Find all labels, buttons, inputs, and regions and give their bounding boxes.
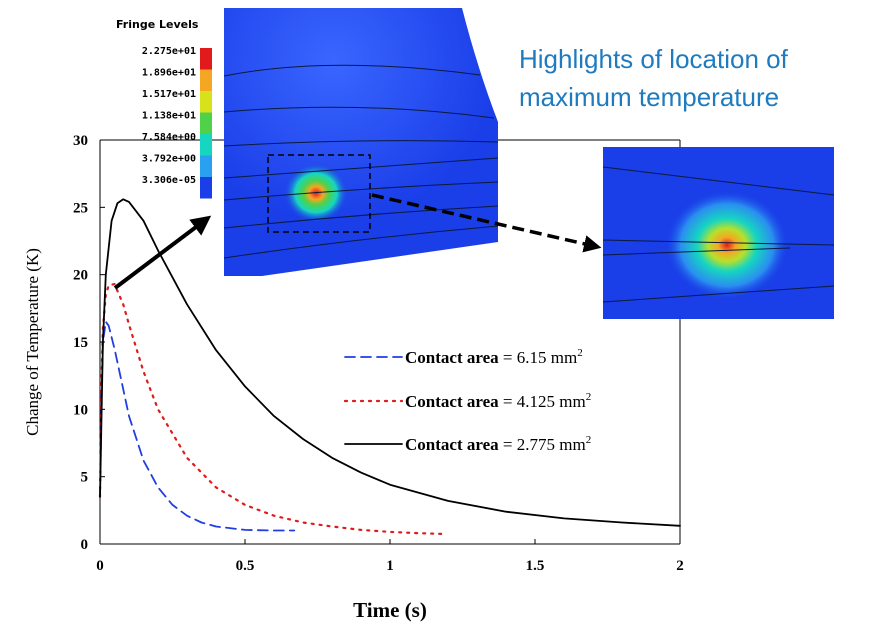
fringe-swatch — [200, 134, 212, 156]
y-tick-label: 15 — [73, 335, 88, 351]
y-tick-label: 20 — [73, 268, 88, 284]
legend-label-bold: Contact area — [405, 392, 499, 411]
x-tick-label: 1.5 — [526, 558, 545, 574]
legend-label-3: Contact area = 2.775 mm2 — [405, 434, 591, 454]
legend-label-bold: Contact area — [405, 348, 499, 367]
fringe-swatch — [200, 177, 212, 199]
legend-label-2: Contact area = 4.125 mm2 — [405, 391, 591, 411]
fringe-swatch — [200, 112, 212, 134]
zoom-arrow — [371, 193, 602, 253]
legend-label-sup: 2 — [577, 347, 583, 359]
fringe-legend: Fringe Levels 2.275e+01 1.896e+01 1.517e+0… — [116, 18, 212, 199]
x-axis-title: Time (s) — [353, 598, 427, 622]
legend-label-1: Contact area = 6.15 mm2 — [405, 347, 583, 367]
legend-label-sup: 2 — [586, 391, 592, 403]
y-tick-label: 0 — [81, 537, 89, 553]
contour-tooth-body — [224, 8, 498, 276]
y-axis-title: Change of Temperature (K) — [23, 248, 42, 436]
zoomed-mesh-lines — [602, 166, 835, 303]
legend-label-value: = 6.15 mm — [499, 348, 578, 367]
fringe-labels: 2.275e+01 1.896e+01 1.517e+01 1.138e+01 7.58… — [142, 46, 196, 186]
legend-label-value: = 4.125 mm — [499, 392, 586, 411]
legend-label-sup: 2 — [586, 434, 592, 446]
fringe-swatch — [200, 69, 212, 91]
fringe-swatch — [200, 91, 212, 113]
fringe-title: Fringe Levels — [116, 18, 199, 31]
y-tick-label: 25 — [73, 200, 88, 216]
x-tick-label: 0 — [96, 558, 104, 574]
legend-label-value: = 2.775 mm — [499, 435, 586, 454]
annotation-line-1: Highlights of location of — [519, 44, 789, 74]
fringe-level-label: 2.275e+01 — [142, 46, 196, 57]
fringe-level-label: 1.517e+01 — [142, 89, 196, 100]
zoomed-contour-image — [602, 147, 835, 319]
contour-plot-image — [223, 8, 499, 276]
fringe-level-label: 1.896e+01 — [142, 68, 196, 79]
series-line-1 — [99, 320, 296, 532]
fringe-swatch — [200, 48, 212, 70]
series-line-2 — [98, 283, 444, 536]
fringe-colorbar — [200, 48, 212, 199]
annotation-line-2: maximum temperature — [519, 82, 779, 112]
contour-mesh-lines — [223, 64, 499, 259]
x-tick-label: 1 — [386, 558, 394, 574]
fringe-level-label: 7.584e+00 — [142, 132, 196, 143]
zoomed-hotspot — [665, 190, 789, 300]
zoom-box — [267, 154, 371, 233]
fringe-level-label: 3.792e+00 — [142, 154, 196, 165]
pointer-arrow — [113, 215, 212, 290]
y-tick-label: 10 — [73, 402, 88, 418]
legend-label-bold: Contact area — [405, 435, 499, 454]
fringe-level-label: 3.306e-05 — [142, 175, 196, 186]
y-tick-label: 30 — [73, 133, 88, 149]
fringe-level-label: 1.138e+01 — [142, 111, 196, 122]
series-group — [98, 198, 681, 536]
x-tick-label: 2 — [676, 558, 684, 574]
y-tick-label: 5 — [81, 470, 89, 486]
fringe-swatch — [200, 155, 212, 177]
x-tick-label: 0.5 — [236, 558, 255, 574]
series-line-3 — [99, 198, 681, 527]
